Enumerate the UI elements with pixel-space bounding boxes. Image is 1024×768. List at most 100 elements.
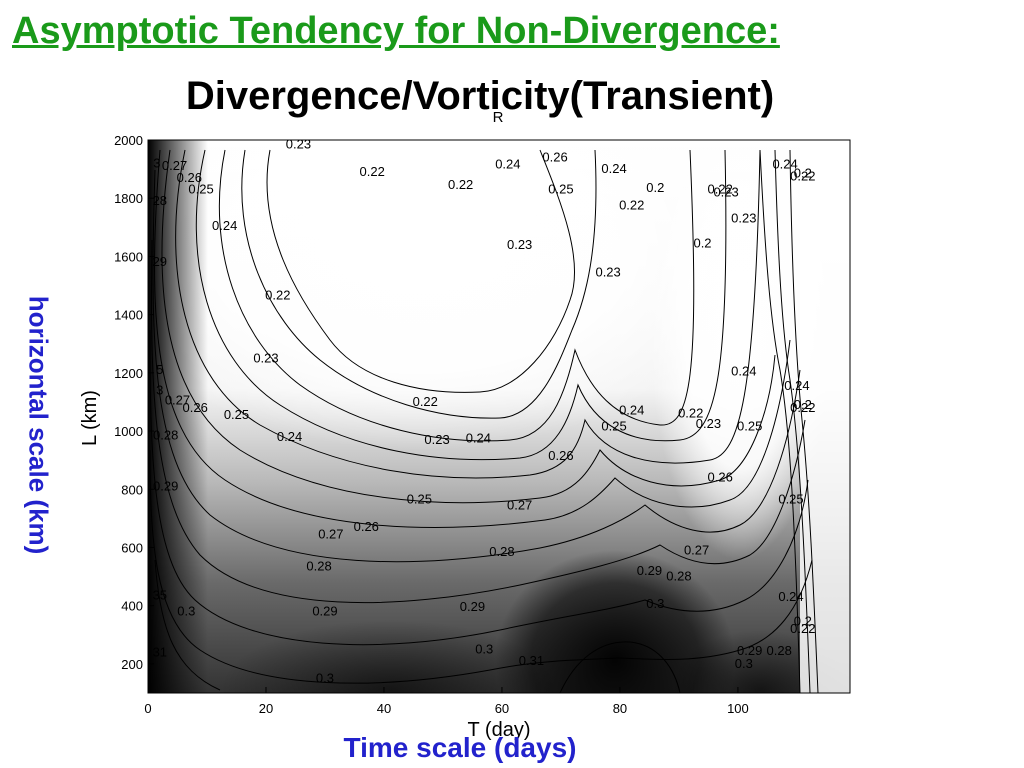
y-axis-label: L (km) [79, 390, 101, 446]
contour-label: 0.23 [731, 211, 756, 226]
contour-label: 0.3 [316, 670, 334, 685]
y-tick-label: 1400 [114, 308, 143, 323]
contour-label: 0.26 [177, 170, 202, 185]
slide-title: Asymptotic Tendency for Non-Divergence: [12, 10, 780, 52]
contour-label: 0.22 [678, 406, 703, 421]
contour-line [266, 149, 576, 393]
contour-label: 0.29 [637, 563, 662, 578]
contour-label: 0.24 [784, 378, 809, 393]
contour-label: 0.22 [790, 400, 815, 415]
contour-label: 0.25 [778, 491, 803, 506]
contour-label: 0.31 [519, 653, 544, 668]
contour-label: 0.2 [794, 614, 812, 629]
contour-label: 0.27 [318, 526, 343, 541]
title-annotation: R [493, 109, 504, 126]
x-tick-label: 100 [727, 701, 749, 716]
contour-label: 0.23 [595, 264, 620, 279]
contour-label: 0.26 [183, 400, 208, 415]
chart-title: Divergence/Vorticity(Transient) [185, 74, 775, 118]
contour-label: 0.3 [177, 604, 195, 619]
x-tick-label: 0 [144, 701, 151, 716]
contour-label: 0.28 [767, 643, 792, 658]
y-tick-label: 1800 [114, 191, 143, 206]
contour-label: 0.22 [708, 181, 733, 196]
contour-line [149, 449, 813, 684]
contour-line [149, 329, 809, 646]
y-tick-label: 1600 [114, 249, 143, 264]
contour-line [154, 149, 791, 528]
contour-label: 0.25 [188, 181, 213, 196]
contour-label: 0.26 [548, 448, 573, 463]
contour-label: 0.2 [794, 397, 812, 412]
contour-label: 0.3 [646, 596, 664, 611]
contour-label: 0.24 [601, 161, 626, 176]
y-tick-label: 400 [121, 599, 143, 614]
contour-label: 0.22 [448, 177, 473, 192]
contour-label: 0.26 [354, 519, 379, 534]
contour-label: 3 [153, 155, 160, 170]
contour-label: 0.27 [165, 392, 190, 407]
y-tick-label: 800 [121, 482, 143, 497]
contour-label: 0.29 [737, 643, 762, 658]
contour-line [789, 149, 819, 693]
y-tick-label: 1000 [114, 424, 143, 439]
contour-line [161, 149, 776, 504]
contour-label: 0.3 [475, 641, 493, 656]
contour-label: 0.23 [286, 136, 311, 151]
contour-label: 0.24 [277, 429, 302, 444]
contour-line [151, 239, 806, 604]
plot-frame [147, 139, 851, 694]
contour-label: 29 [153, 254, 167, 269]
contour-label: 0.28 [306, 558, 331, 573]
contour-label: 0.24 [731, 363, 756, 378]
contour-label: 0.2 [646, 180, 664, 195]
contour-label: 0.3 [735, 656, 753, 671]
contour-label: 0.27 [684, 542, 709, 557]
contour-label: 0.24 [619, 403, 644, 418]
y-tick-label: 200 [121, 657, 143, 672]
x-tick-label: 20 [259, 701, 273, 716]
contour-label: 0.29 [153, 478, 178, 493]
contour-label: 0.29 [460, 599, 485, 614]
x-tick-label: 60 [495, 701, 509, 716]
contour-line [759, 149, 801, 693]
contour-lines [149, 149, 819, 693]
contour-line [154, 559, 221, 691]
x-tick-label: 80 [613, 701, 627, 716]
contour-labels: 0.230.220.220.24 0.260.250.240.20.220.220… [153, 136, 816, 685]
contour-label: 0.25 [407, 491, 432, 506]
contour-label: 0.22 [413, 394, 438, 409]
y-tick-label: 600 [121, 540, 143, 555]
contour-label: 0.28 [666, 569, 691, 584]
contour-label: 0.27 [507, 497, 532, 512]
contour-label: 0.23 [253, 350, 278, 365]
y-tick-label: 1200 [114, 366, 143, 381]
contour-label: 0.22 [790, 168, 815, 183]
contour-label: 0.22 [265, 288, 290, 303]
contour-label: 0.25 [737, 419, 762, 434]
horizontal-scale-annotation: horizontal scale (km) [23, 295, 54, 555]
contour-label: 0.24 [466, 430, 491, 445]
contour-label: 0.28 [489, 544, 514, 559]
time-scale-annotation: Time scale (days) [343, 732, 577, 763]
contour-label: 31 [153, 644, 167, 659]
contour-label: 0.26 [542, 149, 567, 164]
contour-label: 5 [156, 362, 163, 377]
contour-label: 3 [156, 382, 163, 397]
contour-label: 0.27 [162, 158, 187, 173]
contour-line [152, 169, 801, 563]
contour-label: 0.2 [794, 165, 812, 180]
contour-label: 0.24 [495, 157, 520, 172]
contour-label: 0.22 [619, 197, 644, 212]
contour-line [195, 149, 727, 461]
contour-label: 0.22 [360, 164, 385, 179]
shaded-field [148, 140, 850, 693]
contour-label: 28 [153, 193, 167, 208]
contour-label: 0.23 [713, 184, 738, 199]
contour-line [774, 149, 811, 693]
contour-line [559, 641, 681, 693]
contour-label: 0.25 [548, 181, 573, 196]
contour-label: 0.24 [212, 218, 237, 233]
contour-label: 0.29 [312, 604, 337, 619]
